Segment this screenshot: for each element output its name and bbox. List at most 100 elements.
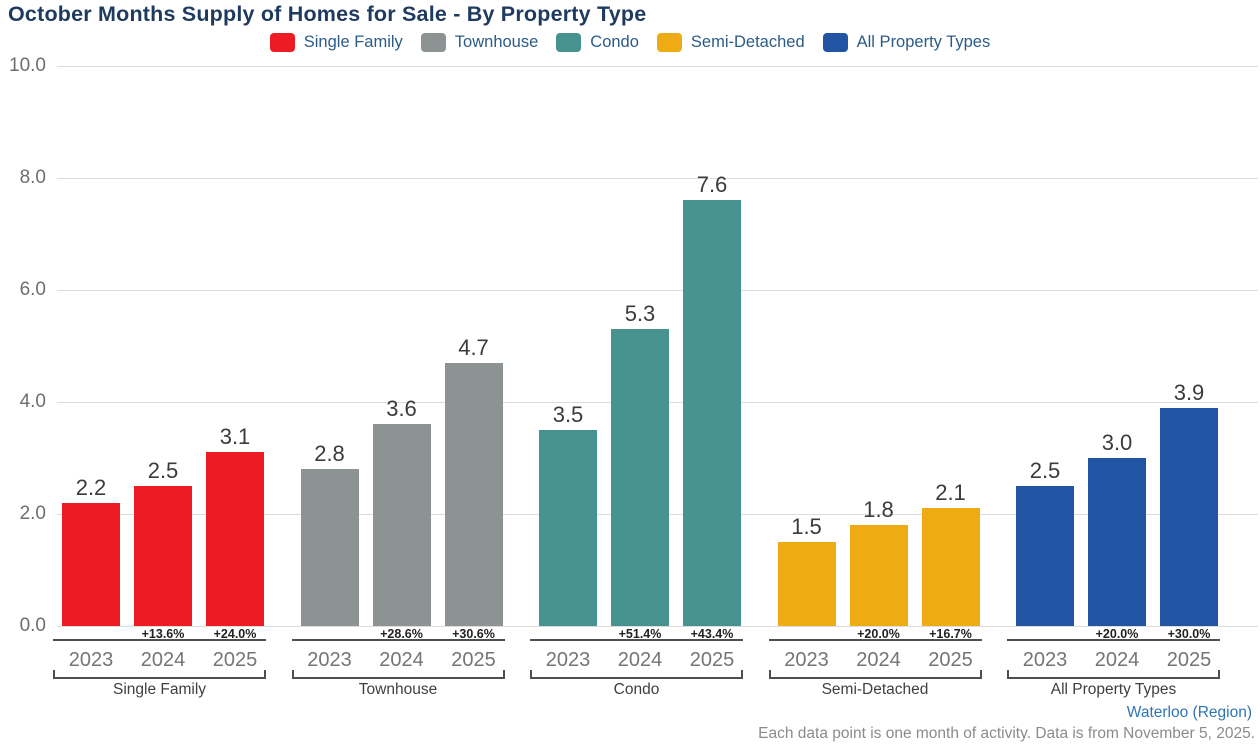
region-link[interactable]: Waterloo (Region): [1126, 704, 1252, 721]
x-axis-year-label: 2023: [545, 649, 591, 671]
pct-change-label: +51.4%: [618, 627, 662, 641]
bar-value-label: 2.5: [1029, 458, 1061, 483]
pct-change-label: +20.0%: [1095, 627, 1139, 641]
group-bracket: [1007, 670, 1220, 679]
y-axis-tick-label: 4.0: [19, 391, 46, 412]
y-axis-tick-label: 10.0: [9, 55, 46, 76]
bar-value-label: 1.8: [863, 497, 894, 523]
pct-change-label: +24.0%: [213, 627, 257, 641]
pct-change-label: +43.4%: [690, 627, 734, 641]
x-axis-year-label: 2023: [1022, 649, 1068, 671]
legend-item-all-property-types[interactable]: All Property Types: [822, 33, 991, 52]
bar-townhouse-2025: [444, 362, 503, 626]
group-axis-line: [768, 639, 982, 641]
legend-label: Condo: [590, 33, 639, 51]
bar-value-label: 3.6: [386, 396, 417, 422]
legend-item-townhouse[interactable]: Townhouse: [420, 33, 539, 52]
bar-value-label: 3.5: [552, 402, 584, 427]
legend-swatch-icon: [420, 33, 446, 52]
group-axis-line: [53, 639, 266, 641]
bar-semi-detached-2023: [777, 542, 836, 626]
bar-all-property-types-2025: [1160, 407, 1218, 626]
x-axis-year-label: 2024: [140, 649, 186, 671]
y-axis-tick-label: 8.0: [19, 167, 46, 188]
bar-value-label: 2.5: [147, 458, 179, 483]
group-label-townhouse: Townhouse: [358, 681, 438, 698]
gridline-10.0: [57, 66, 1258, 67]
bar-condo-2025: [683, 200, 741, 626]
y-axis-tick-label: 0.0: [19, 615, 46, 636]
bar-value-label: 2.1: [935, 480, 966, 506]
gridline-6.0: [57, 290, 1258, 291]
bar-all-property-types-2024: [1088, 458, 1146, 626]
pct-change-label: +30.0%: [1167, 627, 1211, 641]
pct-change-label: +28.6%: [380, 627, 423, 641]
y-axis-tick-label: 2.0: [19, 503, 46, 524]
bar-semi-detached-2024: [849, 525, 908, 626]
group-label-all-property-types: All Property Types: [1050, 681, 1177, 698]
x-axis-year-label: 2024: [856, 649, 901, 671]
x-axis-year-label: 2025: [451, 649, 496, 671]
bar-value-label: 2.2: [75, 474, 107, 500]
legend-swatch-icon: [822, 33, 848, 52]
bar-townhouse-2023: [300, 469, 359, 626]
legend-label: All Property Types: [856, 33, 991, 51]
group-bracket: [291, 670, 505, 679]
x-axis-year-label: 2023: [784, 649, 829, 671]
bar-value-label: 2.8: [314, 441, 345, 467]
bar-semi-detached-2025: [921, 508, 980, 626]
gridline-8.0: [57, 178, 1258, 179]
bar-value-label: 5.3: [624, 301, 656, 327]
x-axis-year-label: 2025: [1166, 649, 1212, 671]
group-label-semi-detached: Semi-Detached: [821, 681, 929, 698]
bar-value-label: 7.6: [696, 172, 728, 198]
bar-single-family-2023: [62, 502, 120, 626]
bar-single-family-2024: [134, 486, 192, 626]
pct-change-label: +20.0%: [857, 627, 900, 641]
bar-value-label: 3.0: [1101, 430, 1133, 455]
group-label-single-family: Single Family: [112, 681, 207, 698]
legend-swatch-icon: [269, 33, 295, 52]
group-bracket: [53, 670, 266, 679]
group-bracket: [530, 670, 743, 679]
group-label-condo: Condo: [613, 681, 660, 698]
x-axis-year-label: 2023: [68, 649, 114, 671]
bar-townhouse-2024: [372, 424, 431, 626]
group-axis-line: [530, 639, 743, 641]
x-axis-year-label: 2025: [212, 649, 258, 671]
group-axis-line: [291, 639, 505, 641]
pct-change-label: +13.6%: [141, 627, 185, 641]
footer-note: Each data point is one month of activity…: [758, 725, 1255, 742]
bar-condo-2023: [539, 430, 597, 626]
bar-value-label: 3.1: [219, 424, 251, 450]
legend-swatch-icon: [656, 33, 682, 52]
bar-value-label: 3.9: [1173, 379, 1205, 405]
x-axis-year-label: 2023: [307, 649, 352, 671]
chart-legend: Single Family Townhouse Condo Semi-Detached…: [0, 33, 1260, 52]
legend-label: Semi-Detached: [690, 33, 805, 51]
y-axis-tick-label: 6.0: [19, 279, 46, 300]
legend-label: Townhouse: [454, 33, 539, 51]
group-bracket: [768, 670, 982, 679]
pct-change-label: +30.6%: [452, 627, 495, 641]
legend-swatch-icon: [556, 33, 582, 52]
legend-item-single-family[interactable]: Single Family: [269, 33, 403, 52]
chart-title: October Months Supply of Homes for Sale …: [8, 2, 647, 26]
bar-all-property-types-2023: [1016, 486, 1074, 626]
pct-change-label: +16.7%: [929, 627, 972, 641]
bar-single-family-2025: [206, 452, 264, 626]
x-axis-year-label: 2024: [617, 649, 663, 671]
x-axis-year-label: 2024: [1094, 649, 1140, 671]
legend-item-condo[interactable]: Condo: [556, 33, 639, 52]
x-axis-year-label: 2025: [689, 649, 735, 671]
bar-condo-2024: [611, 329, 669, 626]
gridline-0.0: [57, 626, 1258, 627]
bar-value-label: 1.5: [791, 514, 822, 539]
legend-label: Single Family: [303, 33, 403, 51]
group-axis-line: [1007, 639, 1220, 641]
x-axis-year-label: 2024: [379, 649, 424, 671]
legend-item-semi-detached[interactable]: Semi-Detached: [656, 33, 805, 52]
bar-value-label: 4.7: [458, 334, 489, 360]
x-axis-year-label: 2025: [928, 649, 973, 671]
